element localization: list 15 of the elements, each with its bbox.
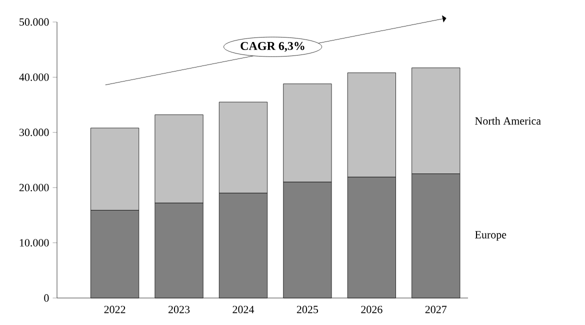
y-tick-label: 40.000 [19,73,49,81]
x-tick-label: 2025 [296,306,318,314]
y-tick-label: 50.000 [20,18,49,26]
y-tick-label: 0 [44,294,49,302]
series-label: Europe [475,231,506,241]
y-tick-label: 20.000 [19,184,49,192]
x-tick-label: 2027 [425,306,447,314]
x-tick-label: 2022 [104,306,126,314]
annotation: CAGR 6,3% [240,42,304,52]
x-tick-label: 2023 [168,306,190,314]
y-tick-label: 30.000 [19,128,49,136]
series-label: North America [475,116,541,125]
x-tick-label: 2024 [232,306,254,314]
y-tick-label: 10.000 [20,239,49,247]
x-tick-label: 2026 [361,306,382,314]
